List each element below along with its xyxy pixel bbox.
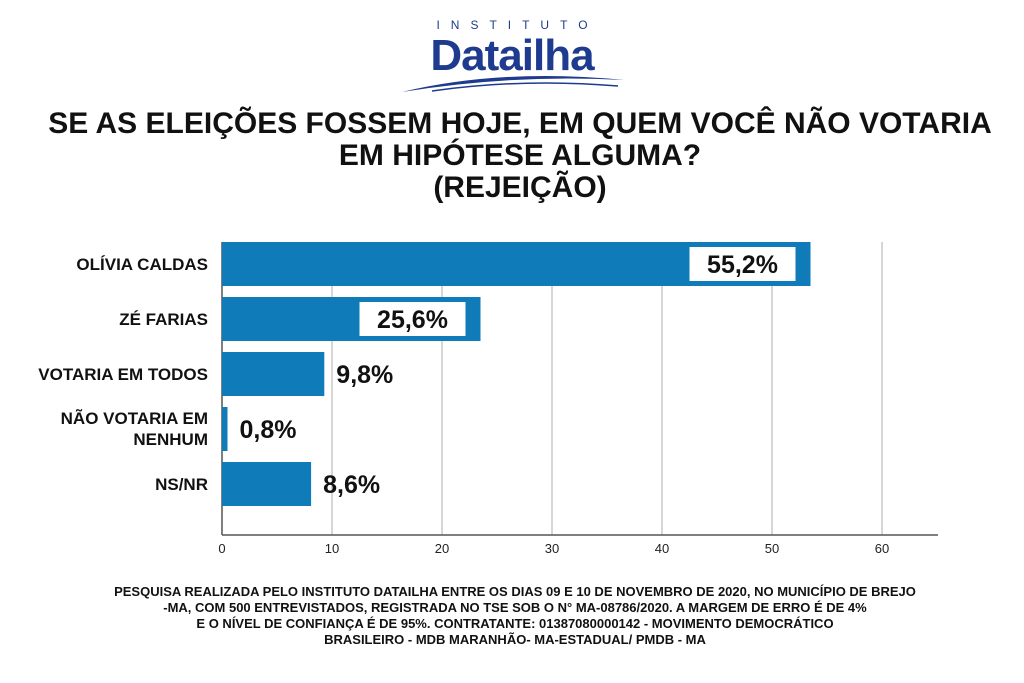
- x-tick-label-0: 0: [218, 541, 225, 556]
- title-line-3: (REJEIÇÃO): [433, 171, 607, 204]
- footnote-line-3: E O NÍVEL DE CONFIANÇA É DE 95%. CONTRAT…: [196, 616, 834, 631]
- bar: [222, 352, 325, 396]
- title-line-2: EM HIPÓTESE ALGUMA?: [338, 139, 702, 172]
- logo-instituto-text: INSTITUTO: [436, 18, 599, 32]
- datailha-logo: INSTITUTO Datailha: [0, 18, 1024, 94]
- logo-swoosh-icon: [402, 76, 624, 92]
- bar: [222, 462, 312, 506]
- data-label-box: [689, 247, 796, 281]
- category-label: VOTARIA EM TODOS: [38, 365, 208, 384]
- title-line-1: SE AS ELEIÇÕES FOSSEM HOJE, EM QUEM VOCÊ…: [48, 107, 992, 140]
- category-label: NS/NR: [155, 475, 208, 494]
- chart-title: SE AS ELEIÇÕES FOSSEM HOJE, EM QUEM VOCÊ…: [20, 108, 1020, 204]
- x-tick-label-10: 10: [325, 541, 339, 556]
- category-label: OLÍVIA CALDAS: [76, 255, 208, 274]
- category-label: NÃO VOTARIA EM NENHUM: [61, 408, 208, 449]
- footnote-line-2: -MA, COM 500 ENTREVISTADOS, REGISTRADA N…: [163, 600, 867, 615]
- x-tick-label-40: 40: [655, 541, 669, 556]
- rejection-bar-chart: 0 10 20 30 40 50 60 OLÍVIA CALDAS 55,2% ZÉ FARIAS…: [38, 242, 938, 556]
- category-label: ZÉ FARIAS: [119, 310, 208, 329]
- category-label-line: NÃO VOTARIA EM: [61, 408, 208, 428]
- logo-brand-text: Datailha: [430, 31, 594, 80]
- data-label: 0,8%: [240, 416, 297, 444]
- survey-footnote: PESQUISA REALIZADA PELO INSTITUTO DATAIL…: [30, 584, 1000, 648]
- data-label: 8,6%: [323, 471, 380, 499]
- x-tick-label-60: 60: [875, 541, 889, 556]
- x-tick-label-30: 30: [545, 541, 559, 556]
- data-label: 55,2%: [707, 251, 778, 279]
- data-label: 9,8%: [336, 361, 393, 389]
- data-label-box: [359, 302, 466, 336]
- footnote-line-4: BRASILEIRO - MDB MARANHÃO- MA-ESTADUAL/ …: [324, 632, 706, 647]
- bar: [222, 407, 228, 451]
- category-label-line: NENHUM: [133, 430, 208, 449]
- x-tick-label-50: 50: [765, 541, 779, 556]
- footnote-line-1: PESQUISA REALIZADA PELO INSTITUTO DATAIL…: [114, 584, 916, 599]
- x-tick-label-20: 20: [435, 541, 449, 556]
- data-label: 25,6%: [377, 306, 448, 334]
